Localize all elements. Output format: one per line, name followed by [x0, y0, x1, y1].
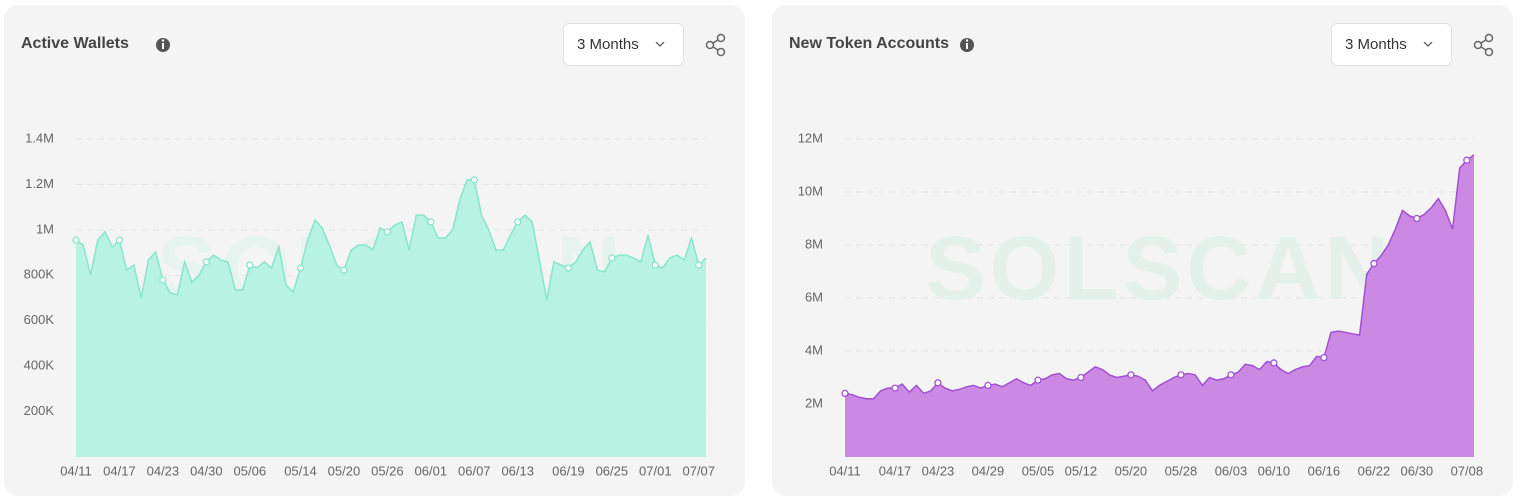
- info-glyph: [966, 43, 968, 49]
- info-glyph: [162, 43, 164, 49]
- x-tick-label: 04/30: [190, 463, 223, 478]
- y-tick-label: 12M: [798, 130, 823, 145]
- data-point: [72, 236, 80, 244]
- share-node: [705, 40, 715, 50]
- x-tick-label: 06/16: [1308, 463, 1341, 478]
- x-tick-label: 06/10: [1258, 463, 1291, 478]
- info-dot: [161, 39, 165, 42]
- chevron: [655, 41, 665, 47]
- x-tick-label: 04/11: [829, 463, 861, 478]
- data-point: [651, 261, 659, 269]
- x-tick-label: 04/29: [972, 463, 1005, 478]
- x-tick-label: 07/07: [682, 463, 715, 478]
- x-tick-label: 07/01: [639, 463, 672, 478]
- y-tick-label: 800K: [24, 267, 55, 282]
- data-point: [891, 384, 899, 392]
- data-point: [246, 261, 254, 269]
- area-line: [75, 179, 707, 301]
- x-tick-label: 05/20: [328, 463, 361, 478]
- info-dot: [965, 39, 969, 42]
- data-point: [514, 218, 522, 226]
- y-tick-label: 1.4M: [25, 130, 54, 145]
- x-tick-label: 07/08: [1451, 463, 1484, 478]
- x-tick-label: 04/11: [60, 463, 92, 478]
- x-tick-label: 05/28: [1165, 463, 1198, 478]
- y-tick-label: 600K: [24, 312, 55, 327]
- watermark: SOLSCAN: [925, 219, 1393, 319]
- data-point: [1413, 214, 1421, 223]
- x-tick-label: 04/23: [147, 463, 180, 478]
- x-tick-label: 04/23: [922, 463, 955, 478]
- data-point: [1370, 259, 1378, 268]
- data-point: [1227, 371, 1235, 379]
- share-node: [716, 47, 726, 57]
- data-point: [608, 254, 616, 262]
- data-point: [202, 258, 210, 266]
- x-tick-label: 05/05: [1022, 463, 1055, 478]
- data-point: [159, 276, 167, 284]
- chart-title: Active Wallets: [21, 35, 129, 52]
- x-tick-label: 06/03: [1215, 463, 1248, 478]
- data-point: [115, 236, 124, 244]
- x-tick-label: 06/19: [552, 463, 585, 478]
- data-point: [383, 228, 392, 236]
- share-node: [716, 33, 726, 43]
- y-tick-label: 4M: [805, 342, 823, 357]
- y-tick-label: 1M: [36, 221, 54, 236]
- data-point: [564, 264, 573, 272]
- data-point: [1034, 376, 1042, 384]
- data-point: [984, 381, 992, 390]
- data-point: [1270, 359, 1278, 367]
- range-label: 3 Months: [577, 36, 639, 53]
- data-point: [934, 379, 942, 387]
- share-node: [1484, 33, 1494, 43]
- y-tick-label: 200K: [24, 403, 55, 418]
- y-tick-label: 6M: [805, 289, 823, 304]
- data-point: [1463, 156, 1471, 164]
- area-line: [844, 154, 1475, 400]
- data-point: [1177, 371, 1185, 379]
- data-point: [695, 261, 703, 269]
- data-point: [841, 389, 849, 398]
- range-dropdown[interactable]: [1331, 23, 1452, 66]
- x-tick-label: 06/25: [596, 463, 629, 478]
- x-tick-label: 05/14: [284, 463, 317, 478]
- x-tick-label: 05/12: [1065, 463, 1098, 478]
- y-tick-label: 2M: [805, 395, 823, 410]
- x-tick-label: 06/13: [501, 463, 534, 478]
- x-tick-label: 05/06: [234, 463, 267, 478]
- data-point: [340, 266, 348, 274]
- data-point: [1127, 371, 1135, 379]
- area: [76, 179, 706, 457]
- y-tick-label: 8M: [805, 236, 823, 251]
- share-node: [1484, 47, 1494, 57]
- x-tick-label: 05/26: [371, 463, 404, 478]
- x-tick-label: 06/01: [415, 463, 448, 478]
- y-tick-label: 10M: [798, 183, 823, 198]
- range-dropdown[interactable]: [563, 23, 684, 66]
- data-point: [470, 176, 478, 184]
- range-label: 3 Months: [1345, 36, 1407, 53]
- share-node: [1473, 40, 1483, 50]
- data-point: [296, 264, 305, 272]
- data-point: [427, 218, 435, 226]
- chevron: [1423, 41, 1433, 47]
- x-tick-label: 04/17: [879, 463, 912, 478]
- y-tick-label: 1.2M: [25, 176, 54, 191]
- x-tick-label: 06/07: [458, 463, 491, 478]
- chart-title: New Token Accounts: [789, 35, 949, 52]
- area: [845, 154, 1474, 457]
- y-tick-label: 400K: [24, 358, 55, 373]
- x-tick-label: 04/17: [103, 463, 136, 478]
- x-tick-label: 06/30: [1401, 463, 1434, 478]
- x-tick-label: 06/22: [1358, 463, 1391, 478]
- data-point: [1077, 373, 1085, 382]
- x-tick-label: 05/20: [1115, 463, 1148, 478]
- data-point: [1320, 353, 1328, 362]
